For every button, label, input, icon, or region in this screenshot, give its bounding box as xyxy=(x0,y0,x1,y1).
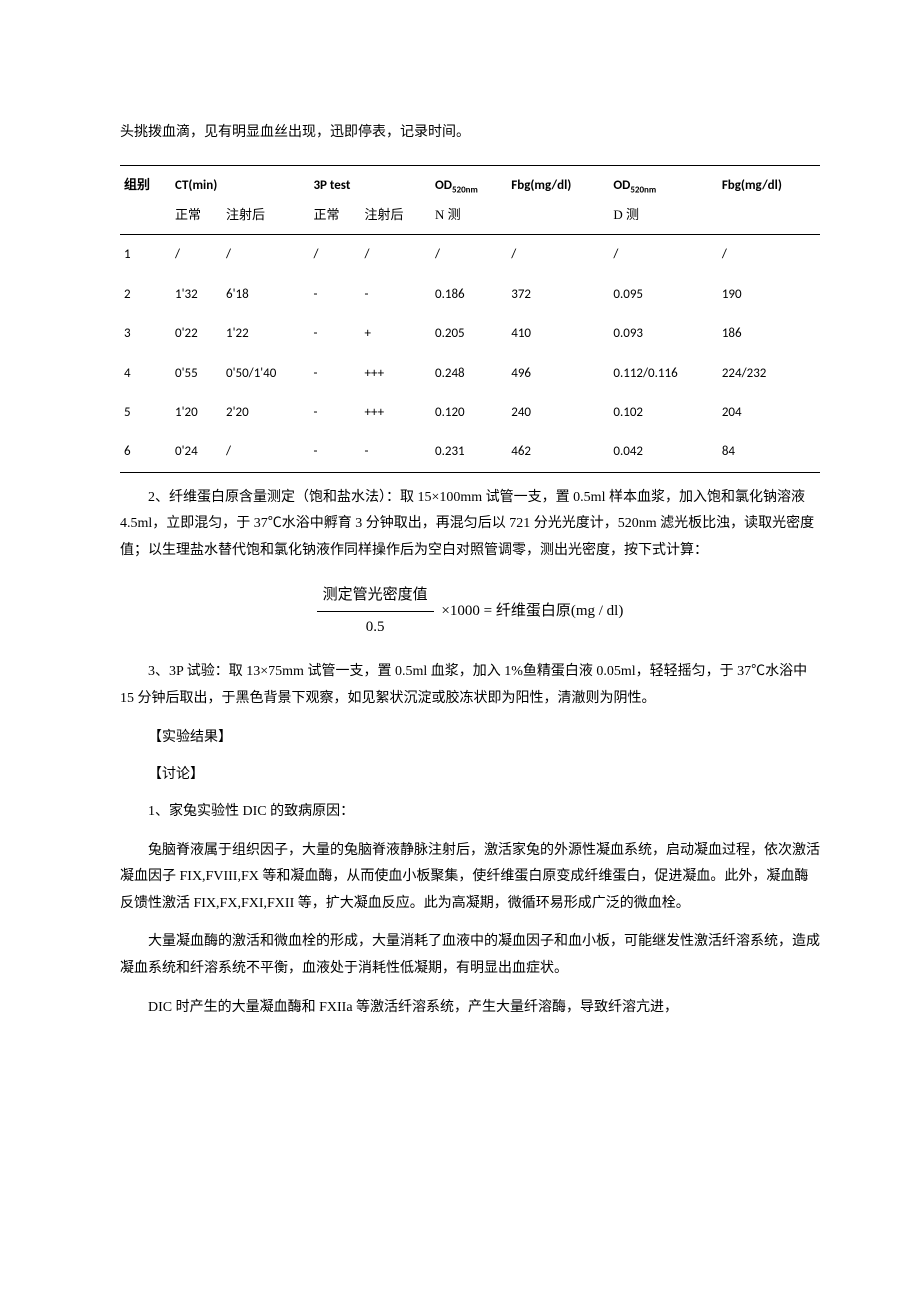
table-cell: 462 xyxy=(507,432,609,472)
table-cell: 4 xyxy=(120,354,171,393)
table-cell: 0.186 xyxy=(431,275,507,314)
formula: 测定管光密度值 0.5 ×1000 = 纤维蛋白原(mg / dl) xyxy=(120,582,820,641)
col-ct: CT(min) xyxy=(171,166,309,201)
formula-denominator: 0.5 xyxy=(317,612,434,641)
table-subheader-row: 正常 注射后 正常 注射后 N 测 D 测 xyxy=(120,201,820,235)
sub-3p-normal: 正常 xyxy=(309,201,360,235)
table-cell: / xyxy=(718,235,820,275)
table-cell: 0.042 xyxy=(609,432,717,472)
table-cell: 0.095 xyxy=(609,275,717,314)
table-cell: 186 xyxy=(718,314,820,353)
intro-text: 头挑拨血滴，见有明显血丝出现，迅即停表，记录时间。 xyxy=(120,120,820,145)
table-body: 1////////21'326'18--0.1863720.09519030'2… xyxy=(120,235,820,472)
table-cell: 496 xyxy=(507,354,609,393)
col-od-d: OD520nm xyxy=(609,166,717,201)
table-cell: - xyxy=(309,275,360,314)
col-od-n: OD520nm xyxy=(431,166,507,201)
table-cell: 0'55 xyxy=(171,354,222,393)
table-row: 1//////// xyxy=(120,235,820,275)
table-cell: 3 xyxy=(120,314,171,353)
table-cell: - xyxy=(360,432,431,472)
table-row: 30'221'22-+0.2054100.093186 xyxy=(120,314,820,353)
table-cell: 0.102 xyxy=(609,393,717,432)
sub-ct-normal: 正常 xyxy=(171,201,222,235)
table-cell: 0.120 xyxy=(431,393,507,432)
table-cell: 204 xyxy=(718,393,820,432)
table-cell: 6'18 xyxy=(222,275,309,314)
para-fibrinogen: 2、纤维蛋白原含量测定（饱和盐水法）：取 15×100mm 试管一支，置 0.5… xyxy=(120,485,820,565)
discussion-label: 【讨论】 xyxy=(120,762,820,787)
table-cell: +++ xyxy=(360,354,431,393)
table-cell: 0.112/0.116 xyxy=(609,354,717,393)
formula-numerator: 测定管光密度值 xyxy=(317,582,434,612)
table-cell: 5 xyxy=(120,393,171,432)
col-3p: 3P test xyxy=(309,166,431,201)
table-cell: - xyxy=(360,275,431,314)
table-cell: - xyxy=(309,432,360,472)
table-cell: 6 xyxy=(120,432,171,472)
table-cell: 0.231 xyxy=(431,432,507,472)
table-cell: / xyxy=(431,235,507,275)
col-group: 组别 xyxy=(120,166,171,235)
table-cell: 1'20 xyxy=(171,393,222,432)
table-cell: + xyxy=(360,314,431,353)
table-cell: 240 xyxy=(507,393,609,432)
table-cell: 372 xyxy=(507,275,609,314)
table-cell: 0.248 xyxy=(431,354,507,393)
table-row: 40'550'50/1'40-+++0.2484960.112/0.116224… xyxy=(120,354,820,393)
table-row: 60'24/--0.2314620.04284 xyxy=(120,432,820,472)
table-cell: 0'50/1'40 xyxy=(222,354,309,393)
table-row: 51'202'20-+++0.1202400.102204 xyxy=(120,393,820,432)
sub-ct-after: 注射后 xyxy=(222,201,309,235)
table-cell: - xyxy=(309,354,360,393)
table-cell: 2'20 xyxy=(222,393,309,432)
data-table: 组别 CT(min) 3P test OD520nm Fbg(mg/dl) OD… xyxy=(120,165,820,473)
col-fbg-n: Fbg(mg/dl) xyxy=(507,166,609,235)
table-cell: 0.205 xyxy=(431,314,507,353)
formula-rest: ×1000 = 纤维蛋白原(mg / dl) xyxy=(441,598,623,625)
table-row: 21'326'18--0.1863720.095190 xyxy=(120,275,820,314)
col-fbg-d: Fbg(mg/dl) xyxy=(718,166,820,235)
sub-3p-after: 注射后 xyxy=(360,201,431,235)
table-cell: / xyxy=(360,235,431,275)
table-cell: / xyxy=(222,235,309,275)
table-cell: / xyxy=(507,235,609,275)
table-cell: 84 xyxy=(718,432,820,472)
discussion-q1: 1、家兔实验性 DIC 的致病原因： xyxy=(120,799,820,826)
sub-n-test: N 测 xyxy=(431,201,507,235)
table-cell: 2 xyxy=(120,275,171,314)
results-label: 【实验结果】 xyxy=(120,725,820,750)
table-cell: +++ xyxy=(360,393,431,432)
discussion-p1: 兔脑脊液属于组织因子，大量的兔脑脊液静脉注射后，激活家兔的外源性凝血系统，启动凝… xyxy=(120,838,820,918)
table-cell: / xyxy=(609,235,717,275)
table-cell: 0'22 xyxy=(171,314,222,353)
table-cell: 0'24 xyxy=(171,432,222,472)
para-3p-test: 3、3P 试验：取 13×75mm 试管一支，置 0.5ml 血浆，加入 1%鱼… xyxy=(120,659,820,712)
table-cell: / xyxy=(222,432,309,472)
table-header-row: 组别 CT(min) 3P test OD520nm Fbg(mg/dl) OD… xyxy=(120,166,820,201)
discussion-p3: DIC 时产生的大量凝血酶和 FXIIa 等激活纤溶系统，产生大量纤溶酶，导致纤… xyxy=(120,995,820,1022)
formula-fraction: 测定管光密度值 0.5 xyxy=(317,582,434,641)
table-cell: - xyxy=(309,314,360,353)
table-cell: 190 xyxy=(718,275,820,314)
sub-d-test: D 测 xyxy=(609,201,717,235)
table-cell: 0.093 xyxy=(609,314,717,353)
table-cell: 1'32 xyxy=(171,275,222,314)
discussion-p2: 大量凝血酶的激活和微血栓的形成，大量消耗了血液中的凝血因子和血小板，可能继发性激… xyxy=(120,929,820,982)
table-cell: / xyxy=(171,235,222,275)
table-cell: / xyxy=(309,235,360,275)
table-cell: 1'22 xyxy=(222,314,309,353)
table-cell: 1 xyxy=(120,235,171,275)
table-cell: - xyxy=(309,393,360,432)
table-cell: 224/232 xyxy=(718,354,820,393)
table-cell: 410 xyxy=(507,314,609,353)
